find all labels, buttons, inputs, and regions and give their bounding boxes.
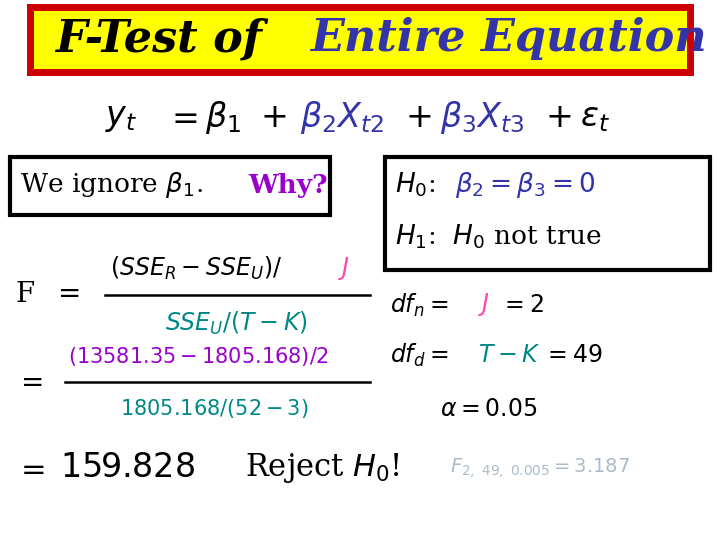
Text: F  $=$: F $=$	[15, 281, 80, 308]
Text: $SSE_U/(T-K)$: $SSE_U/(T-K)$	[165, 309, 308, 336]
Text: $\beta_3 X_{t3}$: $\beta_3 X_{t3}$	[440, 99, 524, 137]
Text: $+$: $+$	[260, 102, 287, 134]
Text: $H_1$:  $H_0$ not true: $H_1$: $H_0$ not true	[395, 222, 602, 251]
Text: $1805.168/(52-3)$: $1805.168/(52-3)$	[120, 396, 309, 420]
Text: $y_t$: $y_t$	[105, 102, 138, 134]
Text: $df_d = $: $df_d = $	[390, 341, 449, 369]
Text: $\beta_1$: $\beta_1$	[205, 99, 241, 137]
Text: $\beta_2 X_{t2}$: $\beta_2 X_{t2}$	[300, 99, 384, 137]
Text: $H_0$:: $H_0$:	[395, 171, 446, 199]
Text: $=$: $=$	[165, 102, 198, 134]
FancyBboxPatch shape	[385, 157, 710, 270]
Text: $= 2$: $= 2$	[500, 294, 544, 316]
Text: Entire Equation: Entire Equation	[310, 17, 706, 60]
Text: F-Test of: F-Test of	[55, 17, 277, 60]
Text: $(13581.35 - 1805.168)/2$: $(13581.35 - 1805.168)/2$	[68, 345, 328, 368]
Text: Reject $H_0$!: Reject $H_0$!	[245, 451, 400, 485]
Text: $T-K$: $T-K$	[478, 343, 541, 367]
Text: $\alpha = 0.05$: $\alpha = 0.05$	[440, 399, 537, 422]
Text: $F_{2,\ 49,\ 0.005} = 3.187$: $F_{2,\ 49,\ 0.005} = 3.187$	[450, 456, 630, 480]
Text: $J$: $J$	[338, 254, 350, 281]
Text: $+$: $+$	[405, 102, 431, 134]
Text: $(SSE_R - SSE_U)/$: $(SSE_R - SSE_U)/$	[110, 254, 282, 281]
Text: $=$: $=$	[15, 453, 45, 483]
Text: $=$: $=$	[15, 368, 42, 395]
Text: $\varepsilon_t$: $\varepsilon_t$	[580, 102, 610, 134]
FancyBboxPatch shape	[10, 157, 330, 215]
Text: $df_n = $: $df_n = $	[390, 292, 449, 319]
Text: We ignore $\beta_1$.: We ignore $\beta_1$.	[20, 170, 206, 200]
Text: $J$: $J$	[478, 292, 490, 319]
Text: $159.828$: $159.828$	[60, 452, 195, 484]
FancyBboxPatch shape	[30, 7, 690, 72]
Text: $= 49$: $= 49$	[543, 343, 603, 367]
Text: $\beta_2 = \beta_3 = 0$: $\beta_2 = \beta_3 = 0$	[455, 170, 595, 200]
Text: $+$: $+$	[545, 102, 572, 134]
Text: Why?: Why?	[248, 172, 328, 198]
